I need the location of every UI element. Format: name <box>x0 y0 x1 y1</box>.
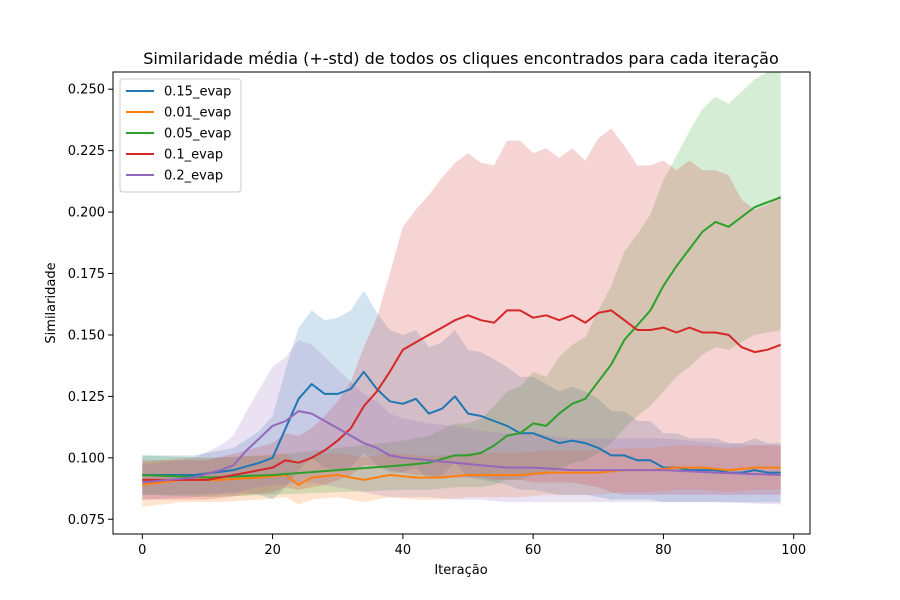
y-tick-label: 0.250 <box>68 83 105 98</box>
x-tick-label: 40 <box>395 543 412 558</box>
y-tick-label: 0.200 <box>68 206 105 221</box>
std-band-0.05_evap <box>142 72 781 498</box>
y-tick-label: 0.150 <box>68 328 105 343</box>
x-tick-label: 80 <box>655 543 672 558</box>
legend-box <box>119 78 242 193</box>
series-line-0.2_evap <box>142 410 781 484</box>
series-line-0.1_evap <box>142 309 782 481</box>
y-tick-label: 0.100 <box>68 451 105 466</box>
y-axis-label: Similaridade <box>44 262 59 343</box>
x-tick-label: 100 <box>781 543 806 558</box>
x-axis-label: Iteração <box>434 563 487 578</box>
plot-area <box>142 72 782 507</box>
legend: 0.15_evap 0.01_evap 0.05_evap 0.1_evap 0.2_e… <box>119 78 242 193</box>
y-tick-label: 0.075 <box>68 513 105 528</box>
legend-label-0.15_evap: 0.15_evap <box>164 85 231 100</box>
legend-label-0.01_evap: 0.01_evap <box>164 106 231 121</box>
series-line-0.15_evap <box>142 370 781 476</box>
chart-title: Similaridade média (+-std) de todos os c… <box>143 49 779 68</box>
legend-label-0.2_evap: 0.2_evap <box>164 169 223 184</box>
legend-label-0.1_evap: 0.1_evap <box>164 148 223 163</box>
std-band-0.2_evap <box>142 339 781 505</box>
x-tick-label: 20 <box>264 543 281 558</box>
legend-label-0.05_evap: 0.05_evap <box>164 127 231 142</box>
axis-ticks: 0 20 40 60 80 100 0.075 0.100 0.125 0.150 0.175 0.2… <box>68 83 806 558</box>
std-band-0.1_evap <box>142 128 781 500</box>
y-tick-label: 0.175 <box>68 267 105 282</box>
std-band-0.15_evap <box>142 290 781 503</box>
y-tick-label: 0.125 <box>68 390 105 405</box>
y-tick-label: 0.225 <box>68 144 105 159</box>
axes-frame <box>112 71 811 535</box>
x-tick-label: 60 <box>525 543 542 558</box>
x-tick-label: 0 <box>138 543 146 558</box>
